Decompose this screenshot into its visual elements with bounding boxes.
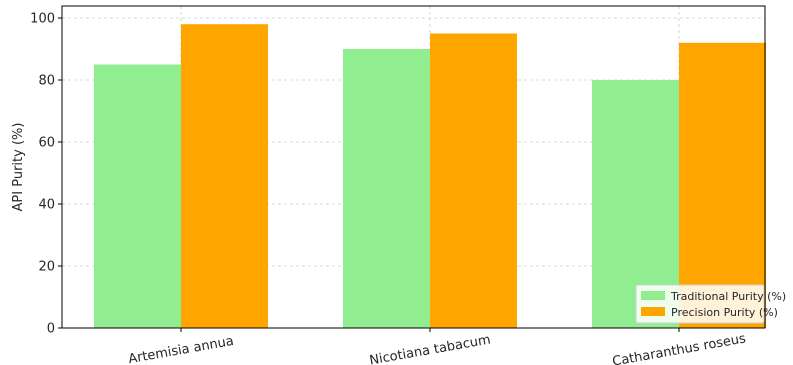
axes-border	[61, 5, 766, 329]
bar-traditional-0	[94, 64, 181, 328]
bar-precision-1	[430, 33, 517, 328]
legend: Traditional Purity (%) Precision Purity (…	[635, 284, 786, 324]
x-tick-label: Catharanthus roseus	[611, 331, 747, 365]
bar-traditional-1	[343, 49, 430, 328]
y-tick-label: 60	[38, 136, 55, 151]
legend-label: Precision Purity (%)	[671, 306, 778, 319]
y-tick-label: 40	[38, 198, 55, 213]
legend-swatch	[641, 291, 665, 300]
legend-label: Traditional Purity (%)	[670, 290, 786, 303]
y-axis-label: API Purity (%)	[11, 123, 26, 212]
y-ticks: 0 20 40 60 80 100	[30, 12, 62, 337]
x-tick-label: Artemisia annua	[127, 334, 235, 365]
legend-box	[635, 284, 765, 324]
x-ticks: Artemisia annua Nicotiana tabacum Catharan…	[127, 328, 747, 365]
bars-group	[94, 24, 766, 329]
x-tick-label: Nicotiana tabacum	[368, 332, 492, 365]
bar-precision-0	[181, 24, 268, 328]
legend-swatch	[641, 307, 665, 316]
y-tick-label: 20	[38, 260, 55, 275]
y-tick-label: 100	[30, 12, 55, 27]
bar-precision-2	[679, 42, 766, 329]
y-tick-label: 80	[38, 74, 55, 89]
y-tick-label: 0	[47, 322, 55, 337]
axes-frame	[61, 5, 766, 329]
